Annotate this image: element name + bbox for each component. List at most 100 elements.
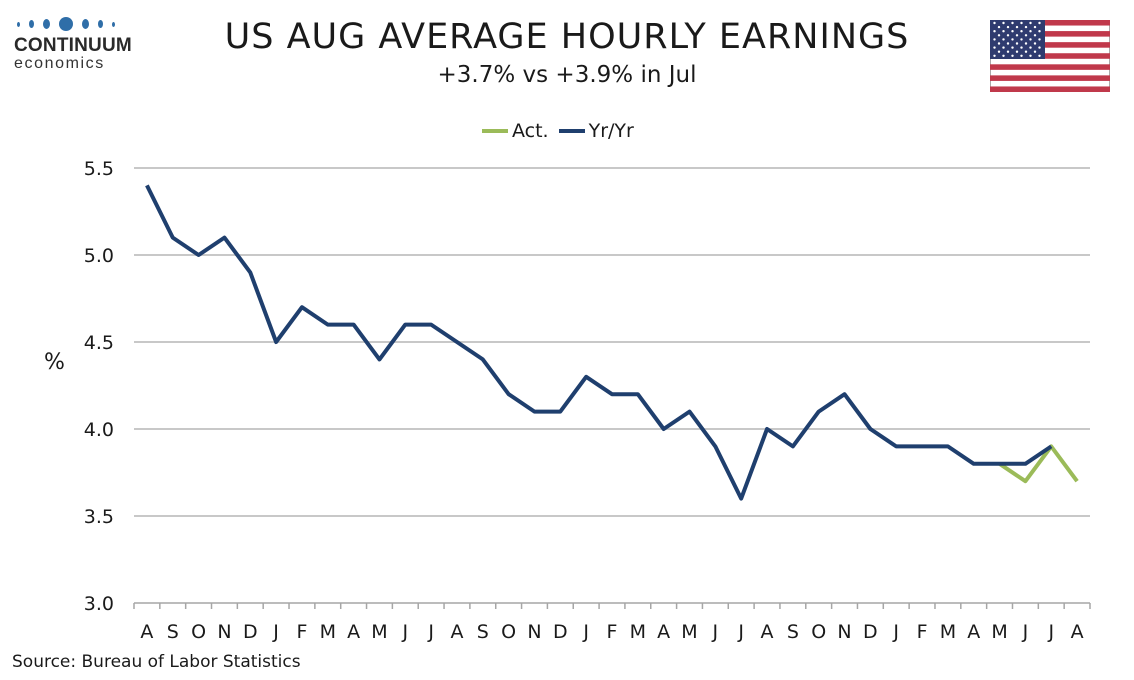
series-line-yryr — [145, 184, 1053, 501]
flag-star — [997, 25, 1001, 29]
y-tick-label: 3.0 — [84, 593, 114, 615]
continuum-logo: CONTINUUM economics — [14, 14, 138, 72]
x-tick-label: O — [501, 621, 516, 643]
flag-star — [993, 30, 996, 33]
flag-stripe — [990, 42, 1110, 48]
x-tick-label: J — [582, 621, 589, 643]
x-tick-label: D — [863, 621, 878, 643]
flag-star — [997, 50, 1001, 53]
x-tick-label: N — [837, 621, 851, 643]
flag-star — [1033, 34, 1037, 37]
y-tick-label: 5.5 — [84, 158, 114, 180]
flag-star — [1029, 46, 1032, 49]
legend-label-yryr: Yr/Yr — [588, 120, 634, 142]
legend-item-yryr: Yr/Yr — [558, 120, 634, 142]
x-tick-label: J — [892, 621, 899, 643]
flag-star — [1002, 30, 1005, 33]
flag-star — [1006, 50, 1010, 53]
x-tick-label: A — [1071, 621, 1084, 643]
x-tick-label: M — [630, 621, 646, 643]
y-tick-label: 5.0 — [84, 245, 114, 267]
flag-star — [1020, 38, 1023, 41]
flag-star — [1002, 38, 1005, 41]
x-tick-label: A — [347, 621, 360, 643]
x-tick-label: N — [527, 621, 541, 643]
flag-star — [1029, 38, 1032, 41]
flag-star — [1024, 50, 1028, 53]
x-tick-label: S — [477, 621, 489, 643]
flag-star — [1038, 21, 1041, 25]
flag-star — [1006, 25, 1010, 29]
x-tick-label: M — [991, 621, 1007, 643]
x-tick-label: J — [401, 621, 408, 643]
flag-star — [1020, 46, 1023, 49]
logo-wordmark: CONTINUUM — [14, 35, 132, 56]
legend-swatch-yryr — [558, 129, 585, 133]
x-tick-label: O — [191, 621, 206, 643]
x-tick-label: J — [427, 621, 434, 643]
flag-star — [1033, 25, 1037, 29]
x-tick-label: S — [167, 621, 179, 643]
flag-star — [1006, 34, 1010, 37]
flag-star — [1015, 42, 1019, 45]
legend-item-act: Act. — [482, 120, 549, 142]
flag-star — [1011, 30, 1014, 33]
flag-star — [1020, 21, 1023, 25]
source-note: Source: Bureau of Labor Statistics — [12, 652, 301, 672]
flag-star — [1024, 25, 1028, 29]
flag-stripe — [990, 20, 1110, 26]
x-tick-label: O — [811, 621, 826, 643]
logo-subtext: economics — [14, 55, 105, 72]
flag-star — [993, 21, 996, 25]
y-tick-label: 4.5 — [84, 332, 114, 354]
flag-star — [997, 42, 1001, 45]
x-tick-label: S — [787, 621, 799, 643]
chart-subtitle: +3.7% vs +3.9% in Jul — [437, 62, 697, 88]
flag-star — [1033, 50, 1037, 53]
flag-star — [1011, 38, 1014, 41]
x-tick-label: D — [243, 621, 258, 643]
x-tick-label: M — [320, 621, 336, 643]
flag-star — [1020, 54, 1023, 57]
flag-star — [1024, 34, 1028, 37]
y-tick-label: 3.5 — [84, 506, 114, 528]
flag-star — [1002, 54, 1005, 57]
x-tick-label: A — [450, 621, 463, 643]
x-tick-label: A — [761, 621, 774, 643]
y-axis-label: % — [44, 350, 65, 375]
chart-legend: Act. Yr/Yr — [482, 120, 634, 142]
flag-star — [1029, 30, 1032, 33]
flag-star — [1038, 46, 1041, 49]
flag-star — [1020, 30, 1023, 33]
flag-stripe — [990, 31, 1110, 37]
legend-swatch-act — [482, 129, 508, 133]
x-tick-label: M — [371, 621, 387, 643]
x-tick-label: A — [140, 621, 153, 643]
flag-stripe — [990, 75, 1110, 81]
legend-label-act: Act. — [512, 120, 549, 142]
x-tick-label: J — [737, 621, 744, 643]
flag-star — [1015, 50, 1019, 53]
flag-star — [993, 46, 996, 49]
x-tick-label: A — [657, 621, 670, 643]
flag-stripe — [990, 86, 1110, 92]
x-tick-label: F — [607, 621, 618, 643]
x-tick-label: F — [296, 621, 307, 643]
flag-star — [1002, 46, 1005, 49]
flag-star — [1002, 21, 1005, 25]
flag-star — [1038, 30, 1041, 33]
flag-star — [1029, 54, 1032, 57]
flag-star — [1024, 42, 1028, 45]
flag-star — [1011, 21, 1014, 25]
flag-star — [997, 34, 1001, 37]
x-tick-label: J — [1047, 621, 1054, 643]
x-tick-label: J — [1022, 621, 1029, 643]
flag-star — [993, 38, 996, 41]
flag-stripe — [990, 64, 1110, 70]
flag-star — [1029, 21, 1032, 25]
x-tick-label: J — [712, 621, 719, 643]
x-tick-label: M — [940, 621, 956, 643]
chart-title: US AUG AVERAGE HOURLY EARNINGS — [224, 17, 910, 57]
series-line-act — [998, 444, 1079, 484]
